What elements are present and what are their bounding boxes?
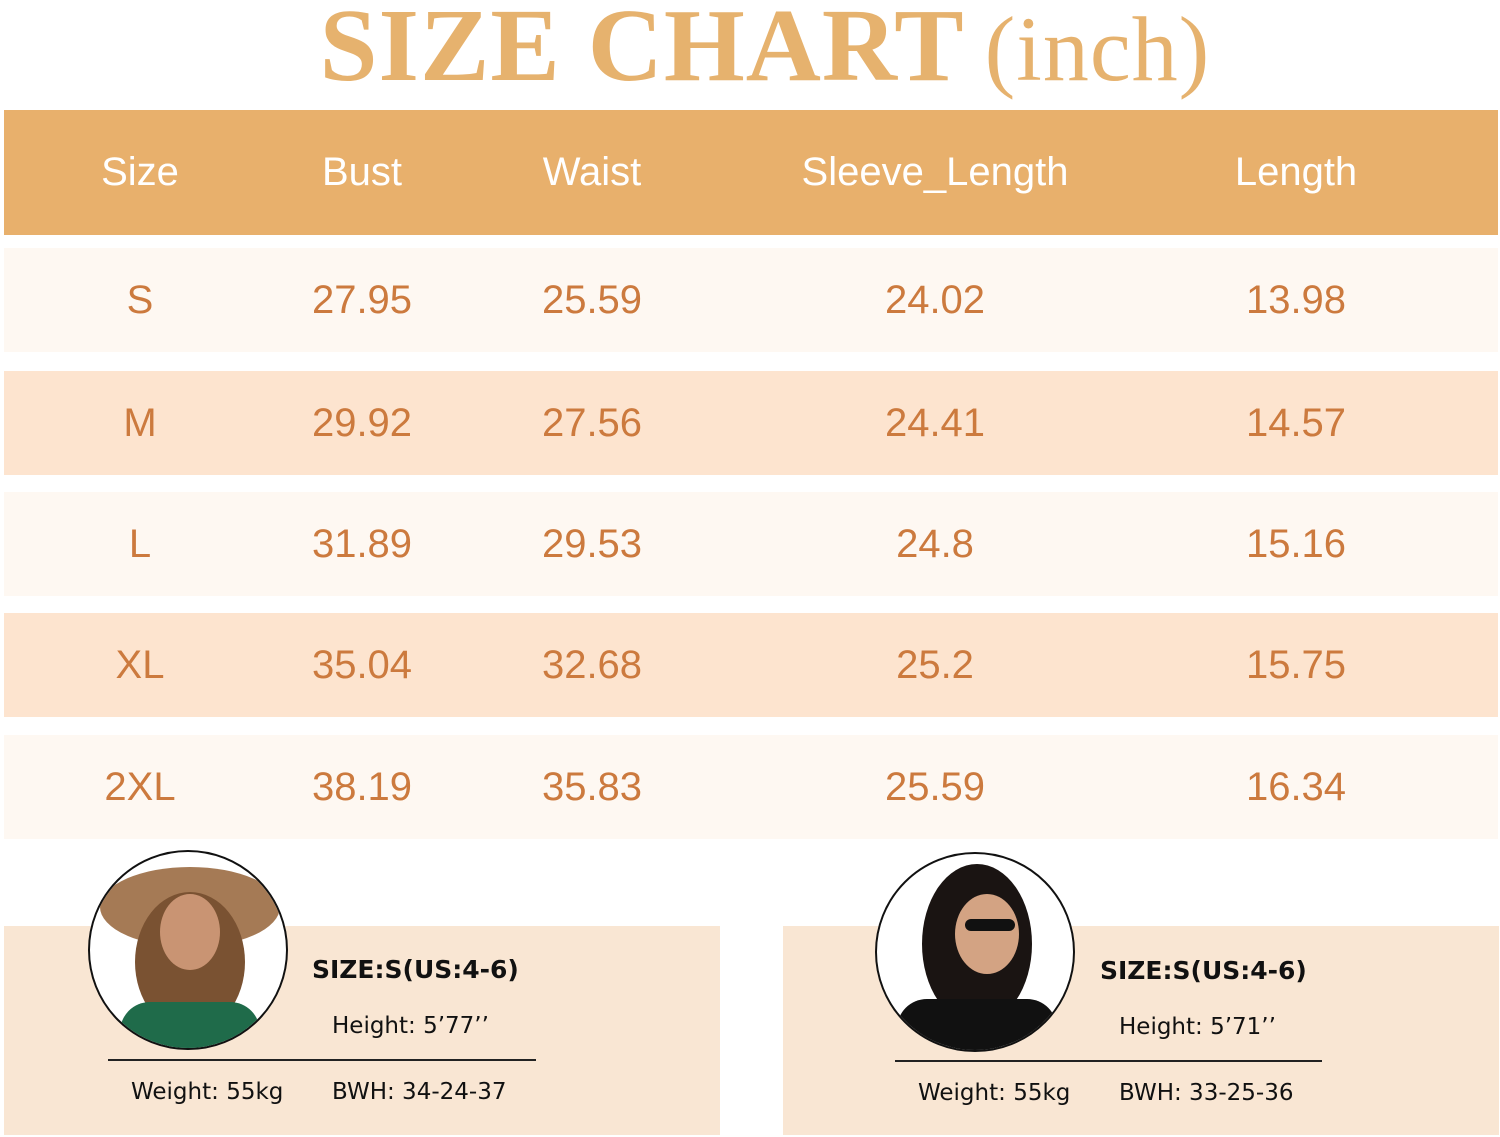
table-cell: 13.98 [1245, 277, 1347, 322]
title-unit: (inch) [984, 0, 1211, 100]
model-1-bwh: BWH: 34-24-37 [332, 1079, 507, 1105]
table-cell: 16.34 [1245, 764, 1347, 809]
table-cell: L [128, 521, 152, 566]
table-cell: 15.16 [1245, 521, 1347, 566]
title-main: SIZE CHART [319, 0, 965, 103]
column-header: Size [101, 150, 179, 194]
page-title: SIZE CHART (inch) [0, 0, 1500, 105]
table-header: Size Bust Waist Sleeve_Length Length [4, 110, 1498, 235]
table-row: 2XL 38.19 35.83 25.59 16.34 [4, 735, 1498, 839]
table-cell: 27.95 [311, 277, 413, 322]
divider [108, 1059, 536, 1061]
model-1-size: SIZE:S(US:4-6) [312, 955, 519, 984]
table-row: XL 35.04 32.68 25.2 15.75 [4, 613, 1498, 717]
model-2-weight: Weight: 55kg [918, 1080, 1071, 1106]
table-cell: 29.53 [541, 521, 643, 566]
table-cell: M [123, 400, 157, 445]
model-photo-2 [875, 852, 1075, 1052]
table-cell: 27.56 [541, 400, 643, 445]
model-2-size: SIZE:S(US:4-6) [1100, 956, 1307, 985]
table-cell: 24.41 [884, 400, 986, 445]
model-2-height: Height: 5’71’’ [1119, 1014, 1276, 1040]
table-row: M 29.92 27.56 24.41 14.57 [4, 371, 1498, 475]
table-cell: 14.57 [1245, 400, 1347, 445]
table-cell: 32.68 [541, 642, 643, 687]
table-cell: 29.92 [311, 400, 413, 445]
table-cell: 31.89 [311, 521, 413, 566]
table-cell: 25.59 [541, 277, 643, 322]
model-1-weight: Weight: 55kg [131, 1079, 284, 1105]
table-cell: 35.83 [541, 764, 643, 809]
table-cell: XL [115, 642, 165, 687]
table-cell: 15.75 [1245, 642, 1347, 687]
table-cell: 38.19 [311, 764, 413, 809]
table-row: L 31.89 29.53 24.8 15.16 [4, 492, 1498, 596]
column-header: Sleeve_Length [801, 150, 1069, 194]
model-photo-1 [88, 850, 288, 1050]
model-2-bwh: BWH: 33-25-36 [1119, 1080, 1294, 1106]
table-cell: 25.2 [896, 642, 974, 687]
table-cell: S [126, 277, 154, 322]
table-cell: 25.59 [884, 764, 986, 809]
divider [895, 1060, 1322, 1062]
column-header: Waist [542, 150, 642, 194]
model-1-height: Height: 5’77’’ [332, 1013, 489, 1039]
column-header: Bust [321, 150, 403, 194]
table-cell: 24.8 [896, 521, 974, 566]
table-row: S 27.95 25.59 24.02 13.98 [4, 248, 1498, 352]
column-header: Length [1234, 150, 1358, 194]
table-cell: 35.04 [311, 642, 413, 687]
table-cell: 2XL [104, 764, 176, 809]
table-cell: 24.02 [884, 277, 986, 322]
